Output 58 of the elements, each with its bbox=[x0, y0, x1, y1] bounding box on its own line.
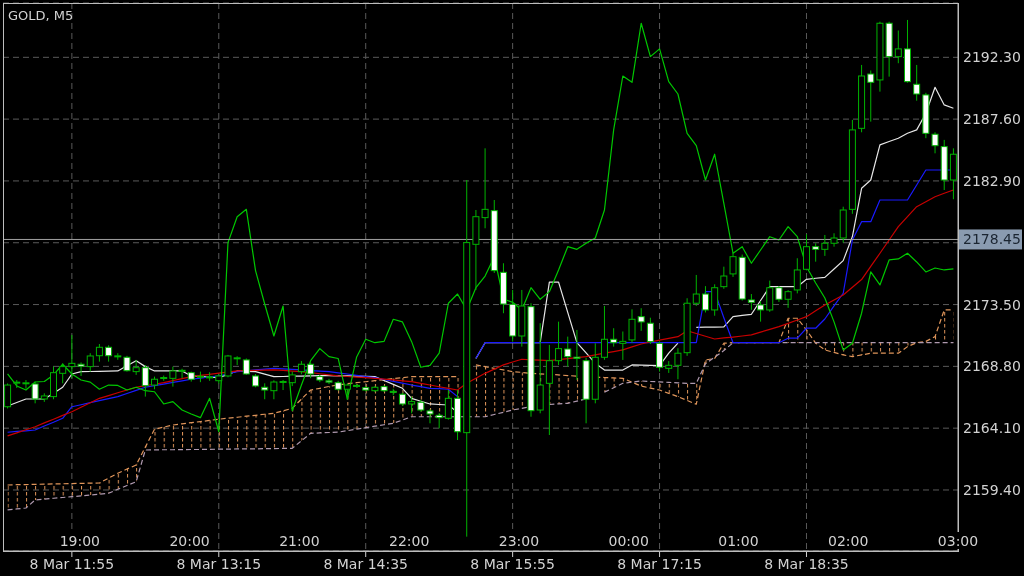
y-tick-label: 2164.10 bbox=[963, 420, 1021, 437]
y-tick-label: 2173.50 bbox=[963, 296, 1021, 313]
x-tick-label: 8 Mar 14:35 bbox=[323, 556, 409, 572]
x-tick-label: 8 Mar 18:35 bbox=[764, 556, 849, 572]
candlestick bbox=[50, 366, 57, 400]
candlestick bbox=[656, 340, 664, 373]
x2-tick-label: 20:00 bbox=[169, 533, 210, 549]
y-tick-label: 2187.60 bbox=[963, 111, 1021, 128]
candlestick bbox=[555, 321, 563, 366]
x2-tick-label: 02:00 bbox=[828, 533, 869, 549]
candlestick bbox=[564, 336, 572, 368]
candlestick bbox=[674, 347, 682, 380]
line-series bbox=[6, 22, 955, 433]
x-tick-label: 8 Mar 11:55 bbox=[29, 556, 115, 572]
candlestick bbox=[701, 285, 709, 313]
candlestick bbox=[86, 352, 94, 373]
candlestick bbox=[637, 307, 645, 332]
x2-tick-label: 21:00 bbox=[279, 533, 320, 549]
y-tick-label: 2159.40 bbox=[963, 481, 1021, 498]
candlestick bbox=[711, 283, 719, 317]
candlestick bbox=[573, 329, 581, 381]
candlestick bbox=[931, 131, 939, 154]
candlestick bbox=[729, 252, 737, 278]
candlestick bbox=[867, 69, 875, 123]
x2-tick-label: 03:00 bbox=[937, 533, 979, 549]
candlestick bbox=[4, 382, 12, 409]
x-tick-label: 8 Mar 13:15 bbox=[176, 556, 262, 572]
y-tick-label: 2192.30 bbox=[963, 49, 1021, 66]
ref-line-label: 2178.45 bbox=[963, 231, 1021, 248]
candlestick bbox=[812, 242, 820, 263]
candlestick bbox=[757, 300, 765, 323]
x-tick-label: 8 Mar 17:15 bbox=[617, 556, 702, 572]
candlestick bbox=[692, 274, 700, 307]
y-tick-label: 2168.80 bbox=[963, 358, 1021, 375]
candlestick bbox=[894, 29, 902, 64]
candlestick bbox=[545, 344, 553, 436]
candlestick bbox=[444, 389, 452, 421]
candlestick bbox=[59, 362, 67, 384]
candlestick bbox=[793, 257, 801, 294]
candlestick bbox=[720, 266, 728, 290]
candlestick bbox=[141, 364, 149, 398]
candlestick bbox=[802, 233, 810, 271]
x2-tick-label: 19:00 bbox=[59, 533, 101, 549]
candlestick bbox=[628, 308, 636, 344]
x2-tick-label: 22:00 bbox=[388, 533, 430, 549]
candlestick bbox=[610, 327, 618, 348]
x2-tick-label: 23:00 bbox=[498, 533, 540, 549]
candlestick bbox=[426, 408, 434, 424]
candlestick bbox=[619, 331, 627, 361]
candlestick bbox=[600, 305, 608, 361]
x-tick-label: 8 Mar 15:55 bbox=[470, 556, 555, 572]
candlestick bbox=[646, 317, 654, 345]
candlestick bbox=[766, 280, 774, 313]
x2-tick-label: 00:00 bbox=[608, 533, 649, 549]
x2-tick-label: 01:00 bbox=[718, 533, 759, 549]
chart-title: GOLD, M5 bbox=[8, 8, 74, 23]
candlestick bbox=[913, 64, 921, 102]
y-tick-label: 2182.90 bbox=[963, 172, 1021, 189]
